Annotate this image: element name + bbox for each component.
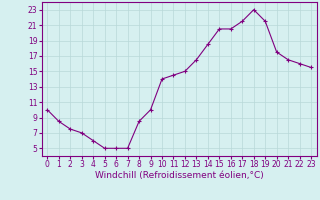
X-axis label: Windchill (Refroidissement éolien,°C): Windchill (Refroidissement éolien,°C) — [95, 171, 264, 180]
